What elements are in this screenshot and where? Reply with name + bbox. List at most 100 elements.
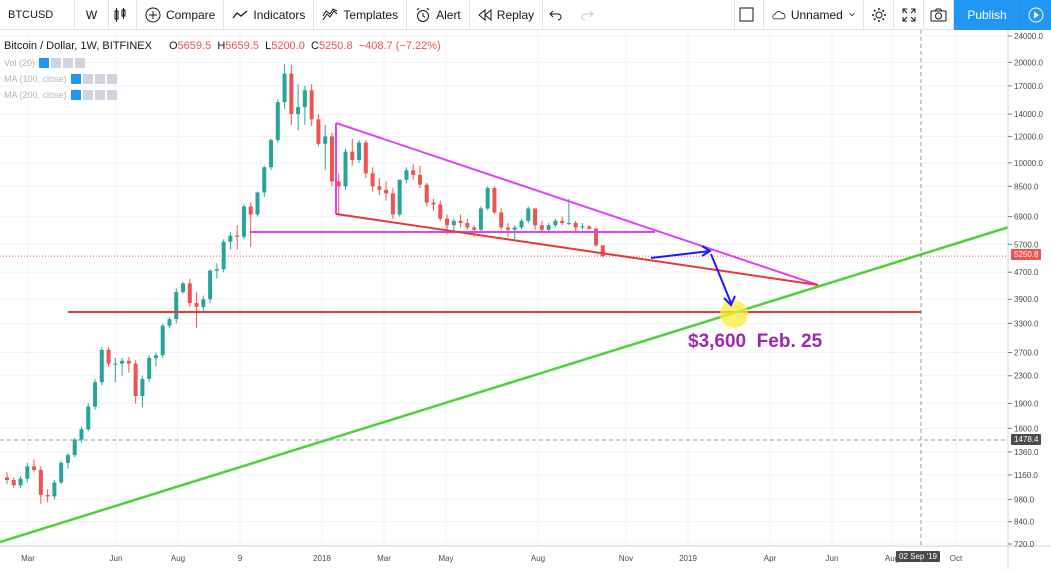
snapshot-button[interactable] <box>924 0 954 30</box>
candle-body <box>587 226 592 229</box>
play-button[interactable] <box>1020 0 1051 30</box>
templates-button[interactable]: Templates <box>314 0 408 30</box>
candle-body <box>79 429 84 440</box>
candle-body <box>472 227 477 230</box>
indicator-vol[interactable]: Vol (20) <box>4 58 87 68</box>
candle-body <box>194 303 199 307</box>
plus-icon[interactable] <box>63 58 74 68</box>
candle-body <box>512 227 517 230</box>
candle-body <box>140 378 145 396</box>
candle-body <box>478 208 483 230</box>
candle-body <box>167 319 172 326</box>
price-chart[interactable]: 24000.0 20000.0 17000.0 14000.0 12000.0 10000… <box>0 30 1051 569</box>
candle-body <box>86 406 91 430</box>
layout-menu[interactable]: Unnamed <box>764 0 864 30</box>
indicator-controls[interactable] <box>70 74 119 84</box>
time-tick-label: Mar <box>21 554 35 563</box>
indicator-ma100[interactable]: MA (100, close) <box>4 74 119 84</box>
symbol-search[interactable]: BTCUSD <box>0 0 75 30</box>
last-price-tag: 5250.8 <box>1011 249 1042 260</box>
compare-label: Compare <box>166 7 216 22</box>
candle-body <box>539 225 544 230</box>
candle-body <box>106 349 111 364</box>
price-tick-label: 1360.0 <box>1014 448 1039 457</box>
indicators-button[interactable]: Indicators <box>224 0 315 30</box>
plus-circle-icon <box>145 7 161 22</box>
settings-button[interactable] <box>864 0 894 30</box>
candle-body <box>445 218 450 226</box>
ohlc-high-label: H <box>217 40 226 52</box>
candle-body <box>18 478 23 486</box>
candle-body <box>187 283 192 304</box>
candle-body <box>25 466 30 479</box>
close-icon[interactable] <box>106 74 117 84</box>
expand-icon <box>902 8 915 21</box>
compare-button[interactable]: Compare <box>137 0 225 30</box>
candle-body <box>38 469 43 495</box>
candle-body <box>458 220 463 224</box>
eye-icon[interactable] <box>70 90 81 100</box>
price-tick-label: 6900.0 <box>1014 213 1039 222</box>
play-icon <box>1028 7 1044 23</box>
time-tick-label: Aug <box>171 554 185 563</box>
ohlc-close: 5250.8 <box>318 40 353 52</box>
indicator-controls[interactable] <box>39 58 87 68</box>
candle-body <box>11 479 16 486</box>
time-tick-label: Apr <box>764 554 777 563</box>
fullscreen-layout-button[interactable] <box>734 0 764 30</box>
eye-icon[interactable] <box>70 74 81 84</box>
candle-body <box>424 184 429 203</box>
candle-body <box>221 241 226 270</box>
plus-icon[interactable] <box>94 90 105 100</box>
candle-body <box>573 223 578 228</box>
candle-body <box>417 174 422 185</box>
indicator-ma200[interactable]: MA (200, close) <box>4 90 119 100</box>
target-highlight <box>720 300 748 328</box>
price-tick-label: 720.0 <box>1014 540 1035 549</box>
gear-icon[interactable] <box>51 58 62 68</box>
fullscreen-button[interactable] <box>894 0 924 30</box>
candle-body <box>519 220 524 228</box>
undo-button[interactable] <box>543 0 574 30</box>
alert-label: Alert <box>436 7 461 22</box>
alarm-clock-icon <box>416 7 430 22</box>
indicator-label: MA (100, close) <box>4 74 67 84</box>
ohlc-values: O5659.5 H5659.5 L5200.0 C5250.8 −408.7 (… <box>169 40 441 52</box>
candle-body <box>32 466 37 470</box>
candle-body <box>323 136 328 144</box>
alert-button[interactable]: Alert <box>407 0 470 30</box>
replay-button[interactable]: Replay <box>470 0 544 30</box>
gear-icon[interactable] <box>82 74 93 84</box>
chart-drawings <box>0 122 1010 544</box>
gear-icon[interactable] <box>82 90 93 100</box>
candle-body <box>59 462 64 483</box>
candle-body <box>390 193 395 215</box>
close-icon[interactable] <box>75 58 86 68</box>
publish-button[interactable]: Publish <box>954 0 1020 30</box>
candle-body <box>241 206 246 237</box>
candle-body <box>438 204 443 219</box>
eye-icon[interactable] <box>39 58 50 68</box>
plus-icon[interactable] <box>94 74 105 84</box>
chart-legend: Bitcoin / Dollar, 1W, BITFINEX O5659.5 H… <box>4 40 441 52</box>
indicators-icon <box>232 10 248 18</box>
candle-body <box>397 179 402 215</box>
candle-body <box>316 119 321 144</box>
candle-body <box>275 102 280 141</box>
cursor-price-tag: 1478.4 <box>1011 434 1042 445</box>
ohlc-low: 5200.0 <box>271 40 305 52</box>
candle-body <box>126 360 131 364</box>
bar-style-button[interactable] <box>109 0 137 30</box>
close-icon[interactable] <box>106 90 117 100</box>
price-tick-label: 1600.0 <box>1014 424 1039 433</box>
candle-body <box>52 482 57 497</box>
redo-icon <box>581 10 594 20</box>
templates-icon <box>322 7 338 20</box>
indicators-label: Indicators <box>253 7 306 22</box>
indicator-controls[interactable] <box>70 90 119 100</box>
redo-button[interactable] <box>574 0 605 30</box>
interval-button[interactable]: W <box>75 0 109 30</box>
time-tick-label: Oct <box>950 554 963 563</box>
interval-label: W <box>85 7 98 22</box>
time-tick-label: Jun <box>826 554 839 563</box>
